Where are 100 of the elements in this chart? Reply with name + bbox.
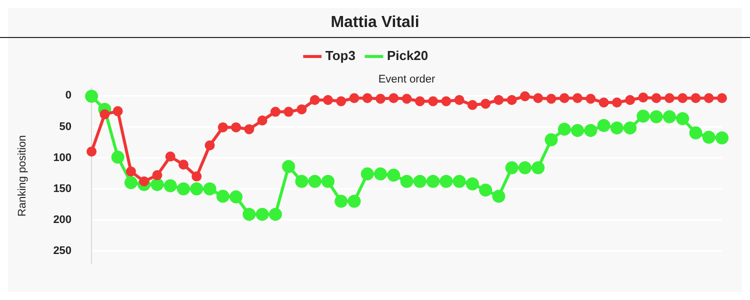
point xyxy=(492,190,506,203)
point xyxy=(203,182,216,196)
point xyxy=(518,161,532,174)
point xyxy=(533,93,544,104)
point xyxy=(636,110,650,123)
x-axis-title: Event order xyxy=(378,74,436,86)
point xyxy=(100,109,110,120)
point xyxy=(505,161,518,174)
point xyxy=(452,174,466,188)
point xyxy=(558,122,571,136)
point xyxy=(112,106,123,116)
point xyxy=(376,94,386,104)
y-tick-label: 250 xyxy=(53,245,72,258)
point xyxy=(204,140,215,150)
point xyxy=(242,208,256,221)
point xyxy=(678,93,688,104)
point xyxy=(402,94,412,104)
point xyxy=(295,174,308,188)
point xyxy=(310,95,320,106)
point xyxy=(597,118,610,132)
y-tick-label: 50 xyxy=(59,120,72,133)
point xyxy=(467,100,478,110)
point xyxy=(388,93,399,104)
point xyxy=(387,168,400,182)
point xyxy=(349,93,360,104)
point xyxy=(334,194,348,208)
y-tick-label: 100 xyxy=(53,152,72,164)
point xyxy=(336,96,346,106)
point xyxy=(494,95,504,106)
point xyxy=(152,170,162,180)
point xyxy=(716,131,728,144)
point xyxy=(400,174,414,188)
point xyxy=(270,106,280,117)
point xyxy=(282,160,296,173)
point xyxy=(218,122,228,132)
point xyxy=(480,98,491,109)
point xyxy=(638,92,648,103)
point xyxy=(676,112,690,126)
point xyxy=(571,124,584,137)
point xyxy=(440,174,453,188)
point xyxy=(662,110,676,124)
point xyxy=(664,93,674,104)
point xyxy=(244,124,254,134)
point xyxy=(284,106,294,117)
point xyxy=(428,96,438,106)
point xyxy=(178,160,188,170)
point xyxy=(454,95,464,106)
point xyxy=(164,179,177,192)
point xyxy=(689,126,702,140)
point xyxy=(598,97,609,108)
point xyxy=(268,208,282,221)
point xyxy=(257,116,268,126)
point xyxy=(532,161,545,174)
point xyxy=(625,95,636,106)
point xyxy=(360,167,374,180)
point xyxy=(441,96,452,106)
point xyxy=(651,93,662,104)
point xyxy=(256,208,269,221)
point xyxy=(584,124,598,137)
point xyxy=(520,91,530,102)
point xyxy=(348,194,361,208)
point xyxy=(717,93,727,104)
point xyxy=(124,176,138,190)
legend-label: Top3 xyxy=(325,48,356,64)
point xyxy=(413,174,426,188)
point xyxy=(308,174,322,188)
point xyxy=(230,190,243,204)
point xyxy=(506,95,517,106)
point xyxy=(466,177,479,190)
point xyxy=(321,174,334,188)
point xyxy=(610,121,624,134)
point xyxy=(231,122,242,132)
point xyxy=(414,96,425,106)
point xyxy=(650,110,663,124)
point xyxy=(426,174,440,188)
point xyxy=(150,178,164,191)
point xyxy=(176,182,190,196)
point xyxy=(546,94,556,104)
legend-label: Pick20 xyxy=(386,48,428,64)
point xyxy=(362,93,372,104)
point xyxy=(479,184,492,197)
point xyxy=(322,95,333,106)
point xyxy=(612,97,622,108)
point xyxy=(572,93,583,104)
point xyxy=(704,93,714,104)
point xyxy=(139,176,150,186)
point xyxy=(85,90,98,103)
chart-title: Mattia Vitali xyxy=(0,8,750,38)
point xyxy=(111,150,124,164)
y-tick-label: 200 xyxy=(53,214,72,226)
point xyxy=(374,167,388,180)
point xyxy=(165,152,176,162)
point xyxy=(624,121,637,134)
point xyxy=(544,133,558,146)
point xyxy=(190,182,204,196)
point xyxy=(559,93,570,104)
point xyxy=(192,171,202,182)
point xyxy=(702,130,716,144)
point xyxy=(296,104,307,114)
point xyxy=(216,190,230,203)
